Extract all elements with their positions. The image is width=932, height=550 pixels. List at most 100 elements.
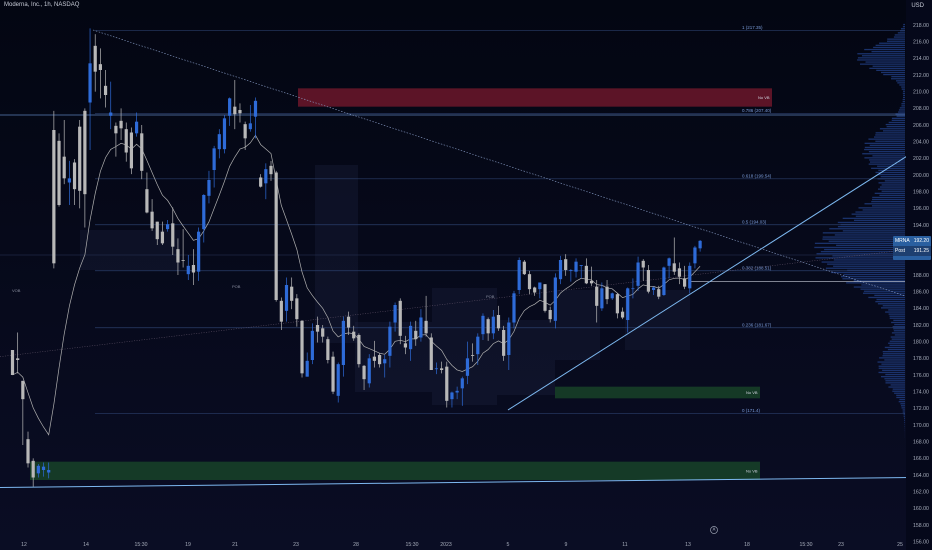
volume-bar <box>881 190 905 192</box>
volume-bar <box>837 221 905 224</box>
volume-bar <box>891 332 905 334</box>
zone-label: No VB <box>746 390 758 395</box>
fib-levels: 1 (217.35) 0.786 (207.40) 0.618 (199.54) 0.… <box>95 25 905 414</box>
price-tick-label: 208.00 <box>913 106 929 112</box>
time-tick-label: 25 <box>897 542 903 548</box>
candle-body <box>78 126 82 191</box>
candle-body <box>197 231 201 272</box>
post-price-row: Post 191.25 <box>893 246 931 256</box>
price-tick-label: 202.00 <box>913 156 929 162</box>
candle-body <box>129 132 134 169</box>
volume-bar <box>874 192 905 194</box>
volume-bar <box>847 269 905 271</box>
time-tick-label: 11 <box>622 542 627 548</box>
volume-bar <box>896 394 905 396</box>
volume-bar <box>857 53 905 55</box>
candle-body <box>57 140 61 205</box>
last-price-row: MRNA 192.20 <box>893 236 931 246</box>
candle-body <box>114 125 118 134</box>
candle-body <box>181 260 185 261</box>
volume-bar <box>875 132 905 134</box>
candle-body <box>41 466 46 470</box>
volume-bar <box>814 242 905 244</box>
symbol-title[interactable]: Moderna, Inc., 1h, NASDAQ <box>4 2 80 8</box>
settings-icon[interactable] <box>710 526 718 534</box>
volume-bar <box>900 403 905 405</box>
volume-bar <box>879 128 905 130</box>
volume-bar <box>889 340 905 342</box>
zone-rect <box>298 88 772 107</box>
time-axis[interactable]: 12 14 15:30 19 21 23 28 15:30 2023 5 9 11 13 18 15:30 2… <box>21 542 903 548</box>
volume-bar <box>899 84 905 86</box>
volume-bar <box>881 307 905 309</box>
session-range <box>315 165 358 343</box>
volume-bar <box>865 61 905 63</box>
volume-bar <box>863 292 905 294</box>
volume-bar <box>877 361 905 363</box>
time-tick-label: 19 <box>185 542 191 548</box>
volume-bar <box>886 126 905 128</box>
candle-body <box>207 180 211 196</box>
candle-body <box>440 368 444 370</box>
volume-bar <box>864 146 905 149</box>
volume-bar <box>884 346 905 349</box>
volume-bar <box>857 57 905 59</box>
fib-label: 0.5 (194.03) <box>742 220 767 225</box>
volume-bar <box>901 105 905 107</box>
volume-bar <box>903 413 905 415</box>
volume-bar <box>878 371 905 374</box>
candle-body <box>450 392 454 400</box>
volume-bar <box>899 107 905 109</box>
volume-bar <box>872 198 905 201</box>
volume-bar <box>821 261 905 263</box>
candle-body <box>16 358 20 360</box>
volume-bar <box>891 338 905 340</box>
volume-bar <box>901 103 905 105</box>
time-tick-label: 14 <box>83 542 89 548</box>
price-axis[interactable]: 218.00 216.00 214.00 212.00 210.00 208.00 206.… <box>906 0 932 550</box>
annotations: VOB POB POB <box>12 284 495 299</box>
volume-bar <box>883 353 905 355</box>
price-axis-bg <box>906 0 932 550</box>
candle-body <box>491 316 495 334</box>
volume-bar <box>888 309 905 311</box>
support-trendline <box>0 477 911 488</box>
volume-bar <box>880 176 905 178</box>
volume-bar <box>862 209 905 211</box>
volume-bar <box>896 115 905 117</box>
volume-bar <box>897 32 905 34</box>
volume-bar <box>898 401 905 403</box>
candle-body <box>290 286 294 301</box>
candle-body <box>233 106 237 115</box>
candle-body <box>471 355 475 356</box>
volume-bar <box>885 311 905 313</box>
candle-body <box>83 110 87 195</box>
volume-bar <box>882 305 905 307</box>
volume-bar <box>893 36 905 38</box>
volume-bar <box>875 134 905 136</box>
candle-body <box>476 336 480 355</box>
candle-body <box>657 289 661 297</box>
currency-label: USD <box>911 3 924 9</box>
volume-bar <box>883 73 905 76</box>
time-tick-label: 15:30 <box>135 542 148 548</box>
candle-body <box>419 317 423 338</box>
volume-bar <box>898 109 905 111</box>
candle-body <box>569 270 573 271</box>
volume-bar <box>891 119 905 121</box>
candle-body <box>326 339 330 360</box>
time-tick-label: 21 <box>232 542 238 548</box>
volume-bar <box>882 351 905 353</box>
candles <box>10 28 702 487</box>
volume-bar <box>899 398 905 401</box>
post-label: Post <box>895 248 906 254</box>
volume-bar <box>874 294 905 296</box>
volume-bar <box>868 163 905 165</box>
candle-body <box>631 288 635 290</box>
candle-body <box>274 172 278 300</box>
volume-bar <box>901 86 905 88</box>
candle-body <box>346 316 351 328</box>
candle-body <box>683 278 687 287</box>
dotted-trendline <box>0 249 906 357</box>
